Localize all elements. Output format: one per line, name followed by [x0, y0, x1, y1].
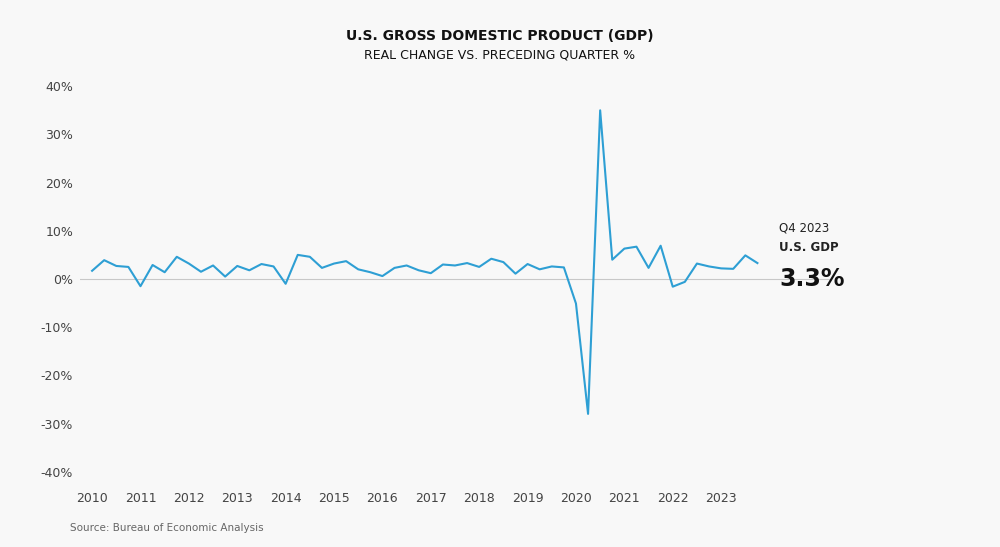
- Text: Q4 2023: Q4 2023: [779, 222, 829, 235]
- Text: U.S. GDP: U.S. GDP: [779, 241, 839, 254]
- Text: Source: Bureau of Economic Analysis: Source: Bureau of Economic Analysis: [70, 523, 264, 533]
- Text: 3.3%: 3.3%: [779, 267, 845, 291]
- Text: U.S. GROSS DOMESTIC PRODUCT (GDP): U.S. GROSS DOMESTIC PRODUCT (GDP): [346, 28, 654, 43]
- Text: REAL CHANGE VS. PRECEDING QUARTER %: REAL CHANGE VS. PRECEDING QUARTER %: [364, 48, 636, 61]
